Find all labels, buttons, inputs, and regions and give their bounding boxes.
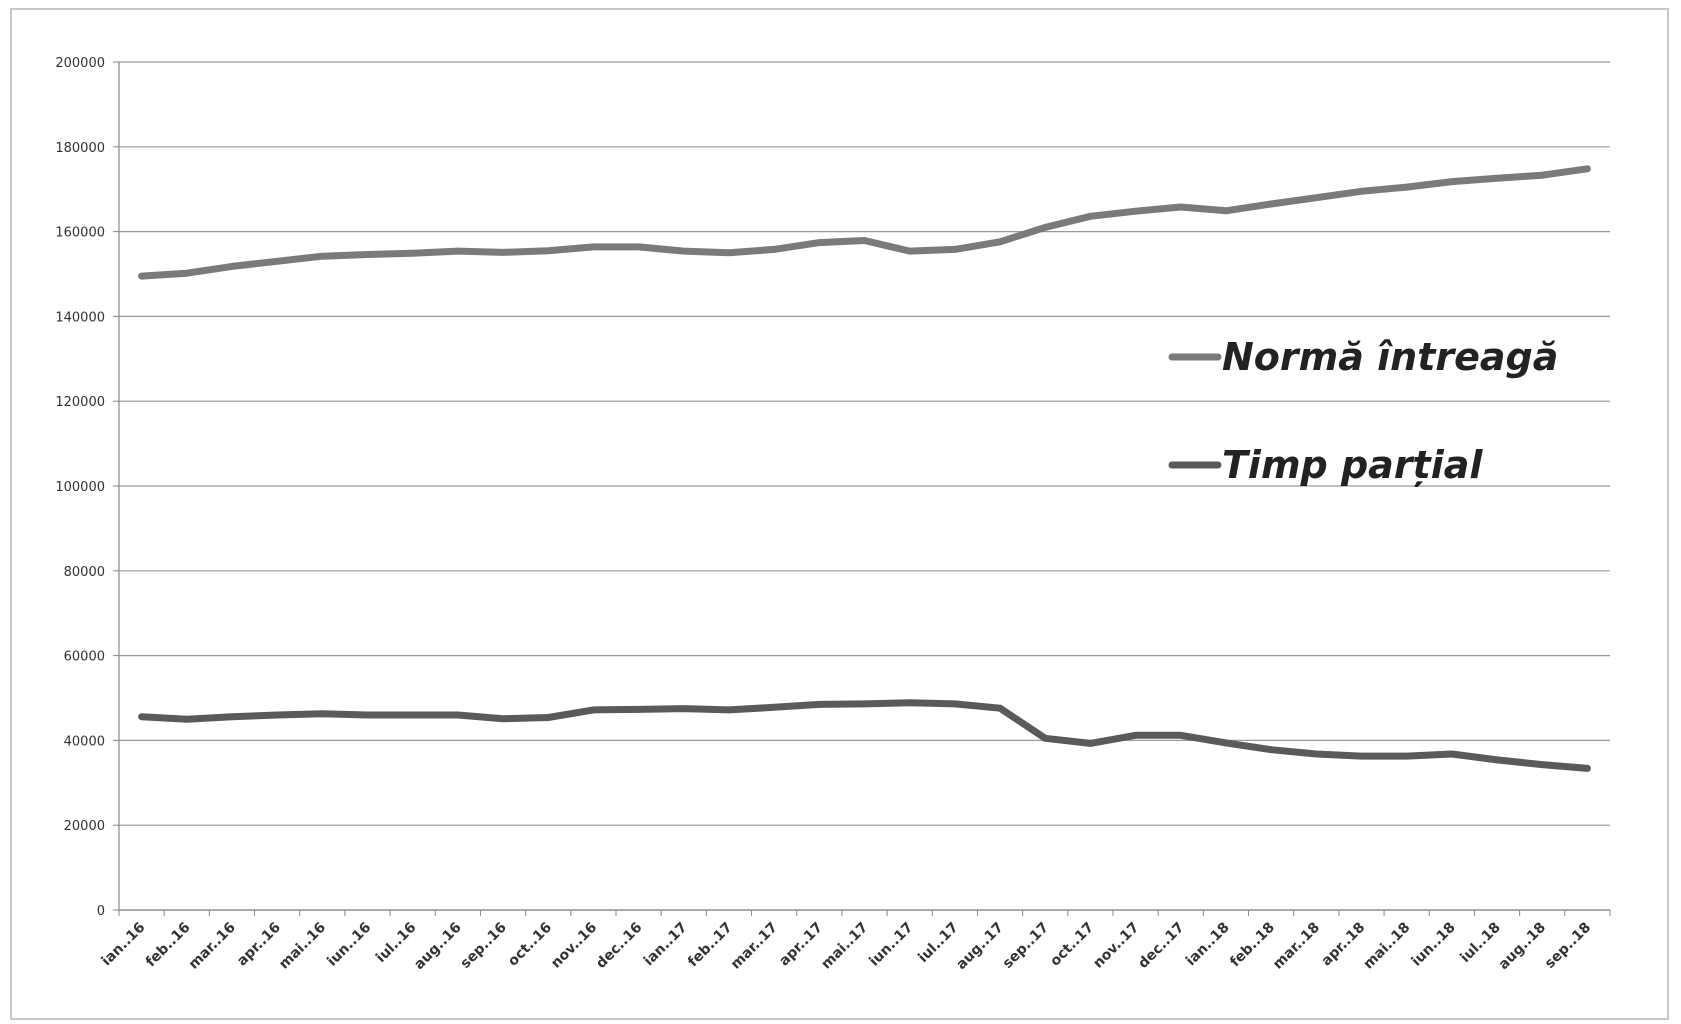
x-tick-label: sep..18: [1542, 920, 1594, 972]
legend-label: Timp parțial: [1222, 443, 1483, 487]
x-tick-label: aug..17: [953, 920, 1006, 973]
x-tick-label: aug..18: [1496, 920, 1549, 973]
x-tick-label: iun..17: [866, 920, 916, 970]
y-tick-label: 200000: [55, 56, 105, 71]
x-tick-label: iun..18: [1409, 920, 1459, 970]
y-tick-label: 20000: [64, 819, 105, 834]
y-tick-label: 0: [97, 904, 105, 919]
y-tick-label: 40000: [64, 734, 105, 749]
x-tick-label: ian..18: [1183, 920, 1233, 970]
legend-label: Normă întreagă: [1222, 335, 1558, 379]
series-line-timp-partial: [138, 699, 1591, 772]
x-tick-label: nov..17: [1090, 920, 1142, 972]
x-tick-label: sep..17: [1000, 920, 1052, 972]
x-tick-label: sep..16: [458, 920, 510, 972]
x-tick-label: ian..17: [641, 920, 691, 970]
x-tick-label: mar..17: [728, 920, 781, 973]
y-tick-label: 180000: [55, 141, 105, 156]
legend: Normă întreagă Timp parțial: [1168, 335, 1558, 487]
x-axis: ian..16feb..16mar..16apr..16mai..16iun..…: [99, 909, 1611, 973]
x-tick-label: oct..16: [505, 920, 555, 970]
x-tick-label: mar..18: [1270, 920, 1323, 973]
y-tick-label: 140000: [55, 310, 105, 325]
x-tick-label: mar..16: [186, 920, 239, 973]
x-tick-label: oct..17: [1047, 920, 1097, 970]
x-tick-label: mai..17: [818, 920, 871, 973]
x-tick-label: mai..18: [1361, 920, 1414, 973]
chart-frame: [10, 8, 1669, 1020]
x-tick-label: aug..16: [411, 920, 464, 973]
x-tick-label: dec..16: [593, 920, 645, 972]
x-tick-label: mai..16: [276, 920, 329, 973]
x-tick-label: nov..16: [548, 920, 600, 972]
series-line-norma-intreaga: [138, 165, 1591, 280]
x-tick-label: ian..16: [99, 920, 149, 970]
y-tick-label: 80000: [64, 565, 105, 580]
x-tick-label: iun..16: [324, 920, 374, 970]
y-axis: 0 20000 40000 60000 80000 100000 120000 140000 1…: [55, 56, 120, 919]
x-tick-label: dec..17: [1135, 920, 1187, 972]
y-tick-label: 160000: [55, 226, 105, 241]
series-lines: [138, 165, 1591, 772]
y-tick-label: 60000: [64, 650, 105, 665]
y-tick-label: 100000: [55, 480, 105, 495]
y-tick-label: 120000: [55, 395, 105, 410]
